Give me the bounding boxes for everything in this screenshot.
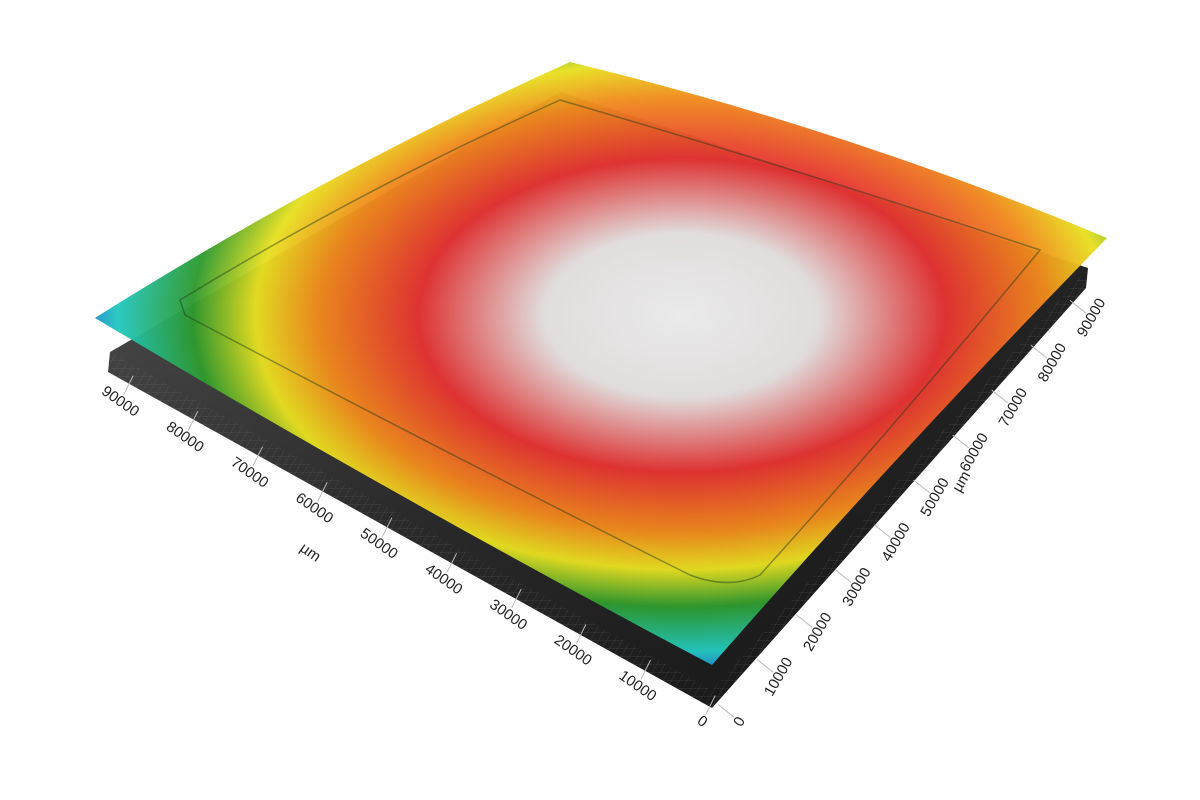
x-tick-label: 80000 [163, 418, 207, 456]
y-tick [835, 569, 852, 583]
y-tick [913, 479, 930, 494]
x-tick [705, 695, 716, 716]
x-axis-label: µm [297, 540, 324, 566]
x-tick [446, 553, 457, 573]
x-tick-label: 90000 [98, 383, 142, 421]
x-tick [575, 624, 587, 644]
y-tick [952, 434, 969, 449]
x-tick [317, 482, 328, 502]
y-tick-label: 70000 [996, 385, 1032, 430]
y-tick [717, 704, 735, 718]
y-tick-label: 90000 [1074, 295, 1110, 340]
x-tick [187, 410, 199, 431]
y-tick-label: 0 [730, 714, 749, 730]
x-tick [252, 446, 263, 467]
y-tick [756, 659, 774, 673]
y-tick-label: 80000 [1035, 340, 1071, 385]
height-surface [95, 62, 1107, 665]
x-tick [640, 659, 651, 680]
y-tick-label: 50000 [917, 475, 953, 520]
x-tick [123, 375, 134, 396]
y-tick [1030, 344, 1048, 359]
x-tick [381, 517, 393, 538]
y-tick [991, 389, 1009, 404]
inner-edge [179, 99, 1042, 584]
y-tick-label: 60000 [956, 430, 992, 475]
x-tick-label: 70000 [228, 454, 272, 492]
y-tick-label: 40000 [878, 520, 914, 565]
y-tick-label: 30000 [839, 565, 875, 610]
surface-plot [95, 62, 1107, 708]
y-tick [795, 614, 813, 628]
x-tick-label: 0 [694, 712, 711, 731]
y-tick-label: 10000 [761, 655, 797, 700]
y-tick-label: 20000 [800, 610, 836, 655]
y-tick [874, 524, 891, 539]
y-tick [1069, 300, 1087, 314]
x-tick [511, 588, 522, 609]
